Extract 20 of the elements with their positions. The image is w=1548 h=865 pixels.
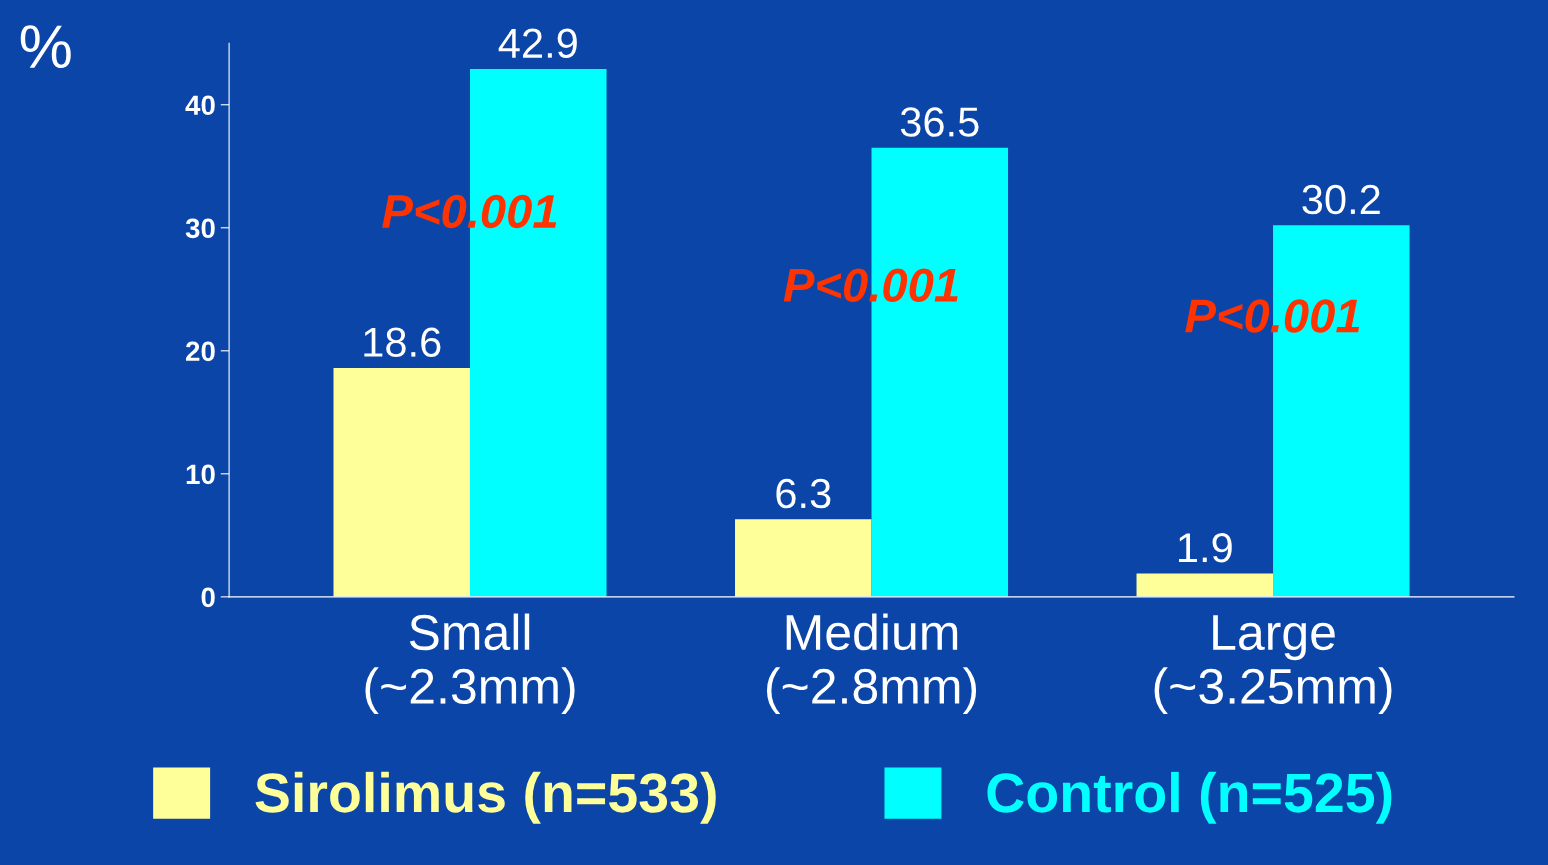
- bar: [1136, 573, 1274, 597]
- data-label: 36.5: [900, 107, 979, 137]
- data-label: 42.9: [498, 28, 577, 59]
- data-label: 18.6: [364, 327, 441, 358]
- y-tick-label: 10: [186, 464, 215, 485]
- bar: [735, 519, 872, 597]
- y-tick-label: 0: [201, 587, 215, 608]
- y-tick-label: 30: [185, 218, 215, 239]
- x-tick-label: Medium (~2.8mm): [766, 613, 977, 714]
- y-axis-title: %: [20, 25, 71, 69]
- x-tick-label: Small (~2.3mm): [365, 613, 575, 714]
- data-label: 30.2: [1302, 184, 1380, 215]
- y-tick-label: 20: [185, 341, 215, 362]
- data-label: 6.3: [776, 478, 831, 509]
- x-tick-label: Large (~3.25mm): [1154, 615, 1392, 714]
- legend-label: Control (n=525): [987, 771, 1392, 824]
- legend-label: Sirolimus (n=533): [255, 771, 716, 824]
- bar: [333, 368, 471, 597]
- y-tick-label: 40: [185, 95, 215, 116]
- data-label: 1.9: [1179, 532, 1232, 563]
